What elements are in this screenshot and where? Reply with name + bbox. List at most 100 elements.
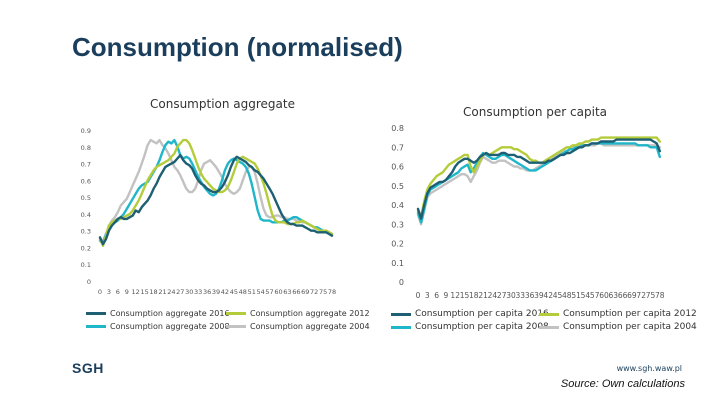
y-tick-label: 0.1 [391,259,404,268]
y-tick-label: 0.2 [81,244,91,252]
x-tick-label: 9 [125,288,129,296]
y-tick-label: 0.2 [391,240,404,249]
y-tick-label: 0.7 [391,143,404,152]
x-tick-label: 9 [444,291,449,300]
x-tick-label: 24 [167,288,175,296]
x-tick-label: 21 [478,291,488,300]
y-tick-label: 0.8 [391,124,404,133]
website-link[interactable]: www.sgh.waw.pl [616,364,682,373]
legend-swatch [391,325,411,329]
x-tick-label: 0 [416,291,421,300]
y-tick-label: 0.7 [81,161,91,169]
x-tick-label: 36 [203,288,211,296]
x-tick-label: 3 [425,291,430,300]
x-tick-label: 42 [543,291,553,300]
x-tick-label: 0 [98,288,102,296]
x-tick-label: 69 [301,288,309,296]
x-tick-label: 54 [257,288,265,296]
x-tick-label: 72 [310,288,318,296]
legend-swatch [391,312,411,316]
legend-item-2016: Consumption aggregate 2016 [86,309,230,318]
x-tick-label: 30 [185,288,193,296]
legend-swatch [226,325,246,328]
x-tick-label: 72 [636,291,646,300]
series-line-2012 [416,136,661,218]
chart-title-aggregate: Consumption aggregate [150,97,295,111]
chart-per-capita: 00.10.20.30.40.50.60.70.80 3 6 9 12 15 18 21 24 2… [391,124,665,300]
legend-aggregate: Consumption aggregate 2016 Consumption ag… [86,309,370,335]
legend-item-2008: Consumption per capita 2008 [391,322,549,332]
legend-swatch [86,325,106,328]
y-tick-label: 0 [87,278,91,286]
slide-title: Consumption (normalised) [72,32,403,62]
x-tick-label: 45 [553,291,563,300]
chart-title-per-capita: Consumption per capita [463,105,607,119]
source-note: Source: Own calculations [560,378,685,390]
legend-swatch [539,312,559,316]
y-tick-label: 0 [399,278,404,287]
x-tick-label: 27 [497,291,507,300]
x-tick-label: 42 [221,288,229,296]
y-tick-label: 0.5 [391,182,404,191]
x-tick-label: 63 [283,288,291,296]
x-tick-label: 75 [319,288,327,296]
x-tick-label: 60 [274,288,282,296]
x-tick-label: 39 [212,288,220,296]
legend-item-2012: Consumption aggregate 2012 [226,309,370,318]
legend-per-capita: Consumption per capita 2016 Consumption p… [391,309,701,335]
x-tick-label: 24 [488,291,498,300]
x-tick-label: 60 [599,291,609,300]
x-tick-label: 54 [581,291,591,300]
legend-label: Consumption per capita 2016 [415,309,549,319]
x-tick-label: 66 [292,288,300,296]
x-tick-label: 39 [534,291,544,300]
sgh-logo: SGH [72,360,104,376]
y-tick-label: 0.4 [81,211,91,219]
x-tick-label: 78 [328,288,336,296]
legend-label: Consumption per capita 2008 [415,322,549,332]
legend-item-2016: Consumption per capita 2016 [391,309,549,319]
y-tick-label: 0.5 [81,194,91,202]
x-tick-label: 57 [265,288,273,296]
series-line-2004 [98,138,334,242]
series-line-2008 [416,142,661,224]
x-tick-label: 45 [230,288,238,296]
legend-label: Consumption per capita 2012 [563,309,697,319]
legend-label: Consumption per capita 2004 [563,322,697,332]
x-tick-label: 51 [571,291,581,300]
x-tick-label: 33 [516,291,526,300]
y-tick-label: 0.3 [81,228,91,236]
x-tick-label: 66 [618,291,628,300]
legend-label: Consumption aggregate 2016 [110,309,230,318]
y-tick-label: 0.9 [81,127,91,135]
x-tick-label: 18 [469,291,479,300]
x-tick-label: 6 [116,288,120,296]
x-tick-label: 27 [176,288,184,296]
x-tick-label: 57 [590,291,600,300]
x-tick-label: 12 [450,291,460,300]
series-line-2008 [98,138,334,246]
legend-swatch [539,325,559,329]
y-tick-label: 0.6 [391,163,404,172]
x-tick-label: 48 [239,288,247,296]
x-tick-label: 63 [609,291,619,300]
y-tick-label: 0.1 [81,261,91,269]
legend-item-2004: Consumption per capita 2004 [539,322,697,332]
x-tick-label: 3 [107,288,111,296]
x-tick-label: 15 [140,288,148,296]
series-line-2016 [98,153,334,246]
x-tick-label: 18 [149,288,157,296]
legend-label: Consumption aggregate 2004 [250,322,370,331]
x-tick-label: 48 [562,291,572,300]
x-tick-label: 6 [434,291,439,300]
series-line-2004 [416,142,661,226]
legend-swatch [226,312,246,315]
legend-label: Consumption aggregate 2008 [110,322,230,331]
x-tick-label: 30 [506,291,516,300]
x-tick-label: 21 [158,288,166,296]
x-tick-label: 75 [646,291,656,300]
x-tick-label: 36 [525,291,535,300]
legend-item-2012: Consumption per capita 2012 [539,309,697,319]
x-tick-label: 33 [194,288,202,296]
